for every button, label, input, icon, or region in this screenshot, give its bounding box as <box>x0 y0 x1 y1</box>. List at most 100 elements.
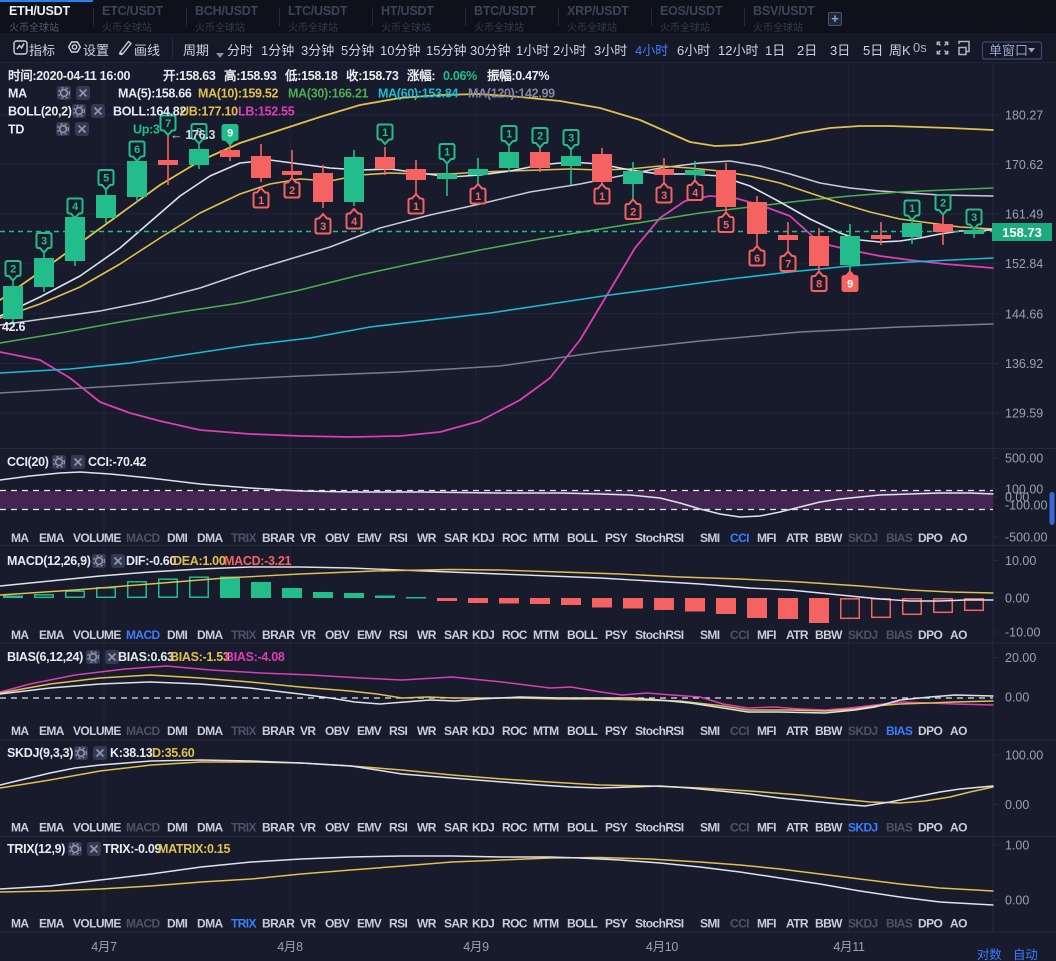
svg-text:5: 5 <box>103 173 109 185</box>
svg-text:BRAR: BRAR <box>262 724 295 738</box>
svg-text:DMA: DMA <box>197 628 223 642</box>
svg-text:CCI: CCI <box>730 917 749 931</box>
svg-text:BIAS(6,12,24): BIAS(6,12,24) <box>7 650 83 664</box>
svg-text:UB:177.10: UB:177.10 <box>180 105 238 119</box>
svg-text:RSI: RSI <box>389 917 407 931</box>
svg-text:MA(60):153.84: MA(60):153.84 <box>378 87 459 101</box>
svg-text:BOLL: BOLL <box>567 628 598 642</box>
svg-text:4月7: 4月7 <box>91 940 117 954</box>
svg-text:D:35.60: D:35.60 <box>152 746 195 760</box>
svg-text:AO: AO <box>950 917 967 931</box>
svg-text:DMI: DMI <box>167 917 187 931</box>
svg-text:PSY: PSY <box>605 724 628 738</box>
svg-text:← 176.3: ← 176.3 <box>170 128 216 142</box>
svg-text:1: 1 <box>382 127 388 139</box>
svg-text:TRIX: TRIX <box>231 531 257 545</box>
svg-text:AO: AO <box>950 531 967 545</box>
svg-text:SMI: SMI <box>700 531 720 545</box>
svg-text:CCI(20): CCI(20) <box>7 455 49 469</box>
svg-text:CCI: CCI <box>730 531 749 545</box>
svg-text:BOLL: BOLL <box>567 917 598 931</box>
svg-text:100.00: 100.00 <box>1005 749 1043 763</box>
svg-text:158.73: 158.73 <box>1002 225 1042 240</box>
svg-text:VR: VR <box>300 628 316 642</box>
svg-text:1.00: 1.00 <box>1005 839 1029 853</box>
svg-text:VOLUME: VOLUME <box>73 917 121 931</box>
svg-text:MATRIX:0.15: MATRIX:0.15 <box>158 842 231 856</box>
svg-text:RSI: RSI <box>389 531 407 545</box>
svg-text:0.00: 0.00 <box>1005 691 1029 705</box>
svg-text:StochRSI: StochRSI <box>635 821 684 835</box>
svg-text:SMI: SMI <box>700 724 720 738</box>
svg-text:136.92: 136.92 <box>1005 357 1043 371</box>
svg-text:OBV: OBV <box>325 821 350 835</box>
svg-text:MACD: MACD <box>126 917 161 931</box>
svg-text:PSY: PSY <box>605 531 628 545</box>
svg-text:StochRSI: StochRSI <box>635 724 684 738</box>
svg-text:MA: MA <box>8 87 27 101</box>
svg-text:EMA: EMA <box>39 531 65 545</box>
svg-text:BRAR: BRAR <box>262 628 295 642</box>
svg-text:TRIX: TRIX <box>231 724 257 738</box>
svg-text:EMA: EMA <box>39 724 65 738</box>
svg-text:MACD: MACD <box>126 531 161 545</box>
svg-text:144.66: 144.66 <box>1005 307 1043 321</box>
svg-text:BIAS: BIAS <box>886 917 913 931</box>
svg-text:4: 4 <box>72 201 79 213</box>
svg-text:DEA:1.00: DEA:1.00 <box>173 554 226 568</box>
svg-text:MFI: MFI <box>757 917 776 931</box>
svg-text:BOLL(20,2): BOLL(20,2) <box>8 105 72 119</box>
svg-text:7: 7 <box>165 118 171 130</box>
svg-text:BBW: BBW <box>815 821 843 835</box>
svg-text:170.62: 170.62 <box>1005 158 1043 172</box>
svg-text:BIAS: BIAS <box>886 724 913 738</box>
svg-text:SAR: SAR <box>444 917 468 931</box>
svg-text:SKDJ(9,3,3): SKDJ(9,3,3) <box>7 746 73 760</box>
svg-text:MACD: MACD <box>126 628 161 642</box>
svg-text:4月11: 4月11 <box>833 940 865 954</box>
svg-text:MTM: MTM <box>533 531 559 545</box>
svg-text:3: 3 <box>661 190 667 202</box>
svg-text:MACD: MACD <box>126 821 161 835</box>
svg-text:DMI: DMI <box>167 724 187 738</box>
svg-text:MA: MA <box>11 531 29 545</box>
svg-text:VOLUME: VOLUME <box>73 724 121 738</box>
svg-text:CCI: CCI <box>730 724 749 738</box>
svg-text:SKDJ: SKDJ <box>848 628 878 642</box>
svg-text:BRAR: BRAR <box>262 821 295 835</box>
svg-text:0.06%: 0.06% <box>443 69 477 83</box>
svg-text:TRIX:-0.09: TRIX:-0.09 <box>103 842 161 856</box>
svg-text:9: 9 <box>847 279 853 291</box>
svg-text:LB:152.55: LB:152.55 <box>238 105 295 119</box>
svg-text:WR: WR <box>417 724 437 738</box>
svg-text:BRAR: BRAR <box>262 917 295 931</box>
svg-text:MA(5):158.66: MA(5):158.66 <box>118 87 192 101</box>
svg-text:6: 6 <box>754 253 760 265</box>
svg-text:EMV: EMV <box>357 821 382 835</box>
svg-text:4月9: 4月9 <box>463 940 489 954</box>
svg-text:PSY: PSY <box>605 628 628 642</box>
svg-text:EMV: EMV <box>357 531 382 545</box>
svg-text:AO: AO <box>950 724 967 738</box>
svg-text:DMI: DMI <box>167 821 187 835</box>
svg-text:MA(30):166.21: MA(30):166.21 <box>288 87 369 101</box>
svg-text:ROC: ROC <box>502 917 528 931</box>
svg-text:8: 8 <box>196 127 202 139</box>
svg-text:EMV: EMV <box>357 917 382 931</box>
svg-text:WR: WR <box>417 917 437 931</box>
svg-text:0.00: 0.00 <box>1005 491 1029 505</box>
svg-text:TRIX: TRIX <box>231 628 257 642</box>
svg-text:低:158.18: 低:158.18 <box>284 68 338 83</box>
svg-text:TRIX: TRIX <box>231 821 257 835</box>
svg-text:高:158.93: 高:158.93 <box>224 68 277 83</box>
svg-text:SMI: SMI <box>700 628 720 642</box>
svg-text:MACD: MACD <box>126 724 161 738</box>
svg-text:DPO: DPO <box>918 724 942 738</box>
svg-text:129.59: 129.59 <box>1005 407 1043 421</box>
svg-text:BBW: BBW <box>815 628 843 642</box>
svg-text:DPO: DPO <box>918 628 942 642</box>
svg-text:KDJ: KDJ <box>472 917 494 931</box>
svg-text:ROC: ROC <box>502 821 528 835</box>
svg-text:2: 2 <box>537 131 543 143</box>
svg-text:自动: 自动 <box>1013 948 1037 961</box>
